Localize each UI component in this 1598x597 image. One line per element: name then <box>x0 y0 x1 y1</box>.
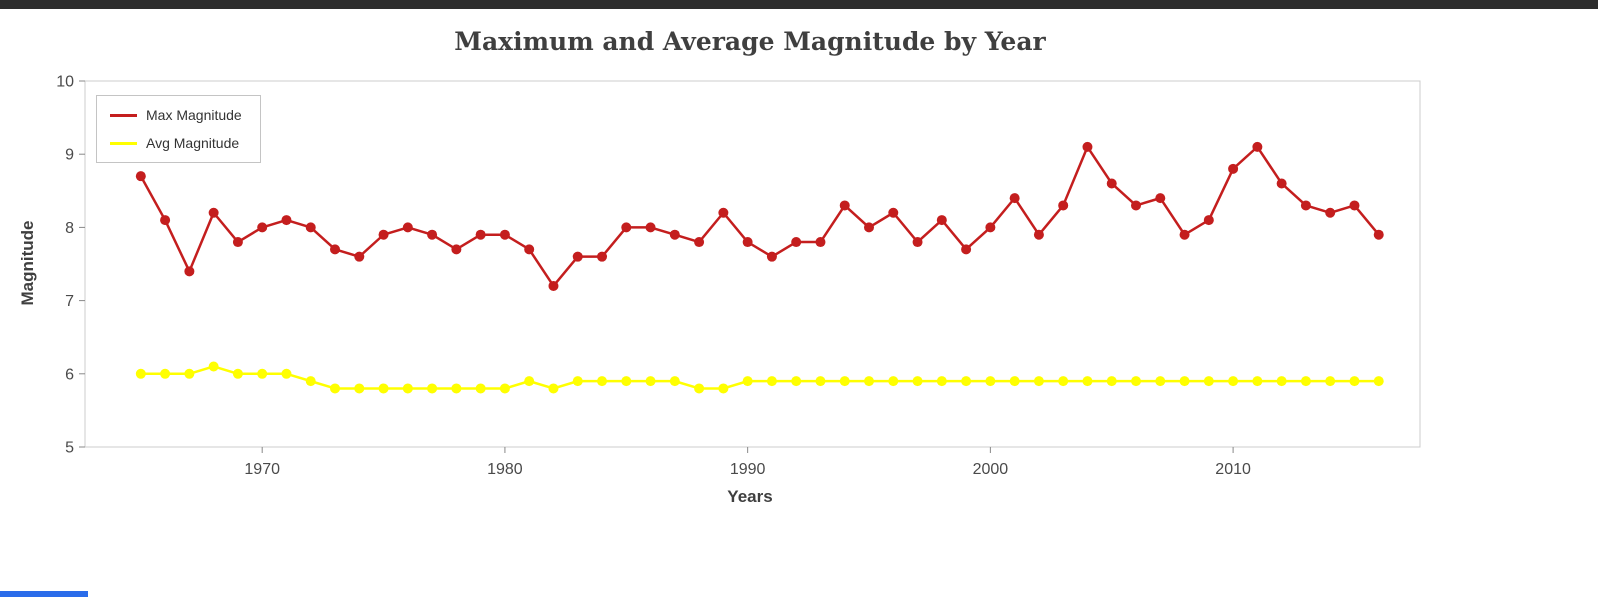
svg-text:10: 10 <box>56 74 74 91</box>
legend-swatch-max-magnitude <box>110 113 137 117</box>
y-axis-label: Magnitude <box>18 220 37 306</box>
x-axis-label: Years <box>727 487 773 506</box>
legend-label-max-magnitude: Max Magnitude <box>146 107 242 123</box>
svg-text:7: 7 <box>65 293 74 310</box>
taskbar-fragment <box>0 591 88 597</box>
legend-item-max-magnitude: Max Magnitude <box>110 107 242 123</box>
legend-item-avg-magnitude: Avg Magnitude <box>110 135 242 151</box>
window-chrome-strip <box>0 0 1598 9</box>
line-chart-plot: 5 6 7 8 9 10 1970 1980 1990 2000 2010 <box>56 74 1421 478</box>
legend: Max Magnitude Avg Magnitude <box>96 95 261 163</box>
svg-text:8: 8 <box>65 220 74 237</box>
svg-text:6: 6 <box>65 366 74 383</box>
chart-container: Maximum and Average Magnitude by Year 5 6… <box>0 9 1598 597</box>
svg-text:2000: 2000 <box>973 461 1009 478</box>
svg-text:9: 9 <box>65 147 74 164</box>
svg-text:5: 5 <box>65 440 74 457</box>
legend-swatch-avg-magnitude <box>110 141 137 145</box>
svg-text:1980: 1980 <box>487 461 523 478</box>
svg-text:1970: 1970 <box>244 461 280 478</box>
svg-text:2010: 2010 <box>1215 461 1251 478</box>
svg-text:1990: 1990 <box>730 461 766 478</box>
chart-title: Maximum and Average Magnitude by Year <box>454 27 1046 56</box>
legend-label-avg-magnitude: Avg Magnitude <box>146 135 240 151</box>
